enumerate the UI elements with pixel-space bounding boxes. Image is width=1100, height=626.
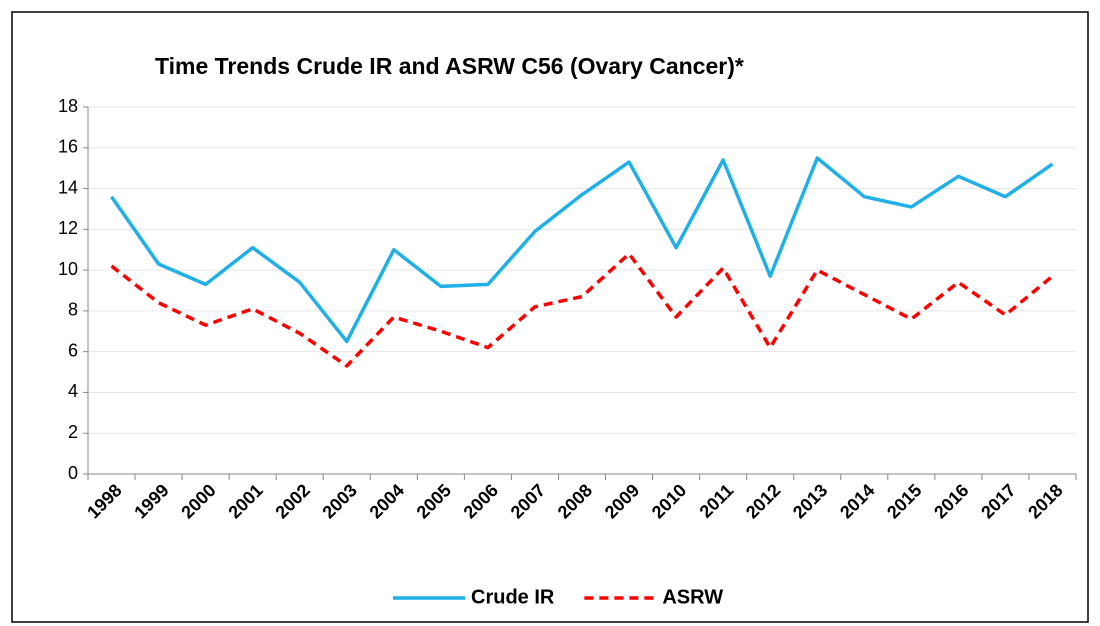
y-tick-label: 16 [58,137,78,157]
y-tick-label: 14 [58,177,78,197]
legend-label: Crude IR [471,586,555,608]
y-tick-label: 0 [68,463,78,483]
chart-title: Time Trends Crude IR and ASRW C56 (Ovary… [155,53,744,79]
y-tick-label: 12 [58,218,78,238]
chart-frame [11,11,1089,623]
y-tick-label: 6 [68,340,78,360]
y-tick-label: 8 [68,300,78,320]
legend-label: ASRW [662,586,723,608]
y-tick-label: 10 [58,259,78,279]
y-tick-label: 18 [58,96,78,116]
series-line [110,156,1054,344]
y-tick-label: 4 [68,381,78,401]
y-tick-label: 2 [68,422,78,442]
